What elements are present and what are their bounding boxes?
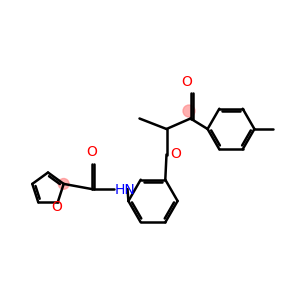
Circle shape [58, 178, 69, 189]
Text: HN: HN [115, 184, 135, 197]
Circle shape [183, 105, 195, 117]
Text: O: O [182, 75, 192, 89]
Text: O: O [51, 200, 62, 214]
Text: O: O [171, 148, 182, 161]
Text: O: O [86, 145, 97, 159]
